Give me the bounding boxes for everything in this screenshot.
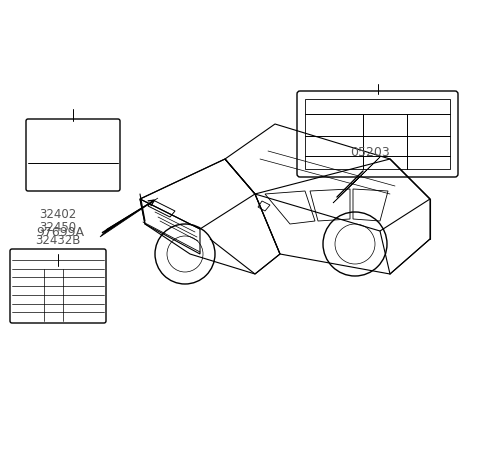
- Bar: [305, 99, 450, 169]
- Text: 97699A: 97699A: [36, 226, 84, 239]
- Text: 32450: 32450: [39, 220, 77, 234]
- Polygon shape: [333, 157, 380, 203]
- Polygon shape: [100, 198, 158, 237]
- Text: 32432B: 32432B: [36, 234, 81, 247]
- Text: 05203: 05203: [350, 145, 390, 159]
- Text: 32402: 32402: [39, 207, 77, 220]
